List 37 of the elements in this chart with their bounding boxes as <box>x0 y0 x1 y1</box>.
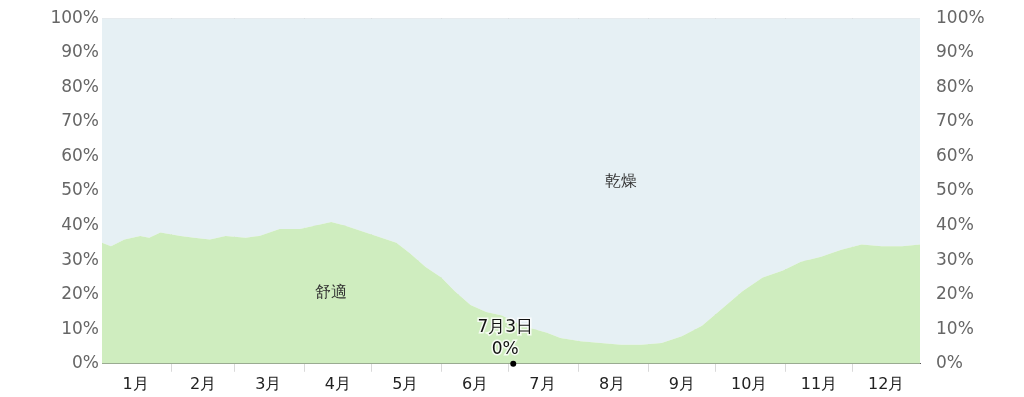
x-tick-label: 10月 <box>731 373 768 393</box>
y-tick-label: 0% <box>72 352 99 373</box>
x-tick-label: 2月 <box>190 373 217 393</box>
y2-tick-label: 10% <box>936 317 974 338</box>
y2-tick-label: 70% <box>936 110 974 131</box>
x-tick-label: 1月 <box>122 373 149 393</box>
x-tick-label: 8月 <box>599 373 626 393</box>
y2-tick-label: 20% <box>936 283 974 304</box>
annotation: 7月3日 0% <box>477 315 534 358</box>
series-label: 舒適 <box>315 282 348 302</box>
y2-tick-label: 0% <box>936 352 963 373</box>
y-tick-label: 40% <box>61 213 99 234</box>
y-tick-label: 90% <box>61 41 99 62</box>
y-tick-label: 70% <box>61 110 99 131</box>
x-tick-label: 3月 <box>255 373 282 393</box>
x-tick-label: 4月 <box>324 373 352 393</box>
series-label: 乾燥 <box>605 170 638 190</box>
y-tick-label: 60% <box>61 144 99 165</box>
y-tick-label: 50% <box>61 179 99 200</box>
y-tick-label: 20% <box>61 283 99 304</box>
x-tick-label: 9月 <box>668 373 695 393</box>
y2-tick-label: 30% <box>936 248 974 269</box>
y2-tick-label: 90% <box>936 41 974 62</box>
y2-tick-label: 50% <box>936 179 974 200</box>
y2-tick-label: 40% <box>936 213 974 234</box>
x-tick-label: 5月 <box>392 373 419 393</box>
y2-tick-label: 60% <box>936 144 974 165</box>
x-tick-label: 6月 <box>461 373 489 393</box>
y2-tick-label: 100% <box>936 6 985 27</box>
y-tick-label: 10% <box>61 317 99 338</box>
y-tick-label: 30% <box>61 248 99 269</box>
x-tick-label: 7月 <box>529 373 556 393</box>
y-tick-label: 80% <box>61 75 99 96</box>
x-tick-label: 12月 <box>868 373 905 393</box>
y2-tick-label: 80% <box>936 75 974 96</box>
y-tick-label: 100% <box>50 6 99 27</box>
x-tick-label: 11月 <box>800 373 838 393</box>
